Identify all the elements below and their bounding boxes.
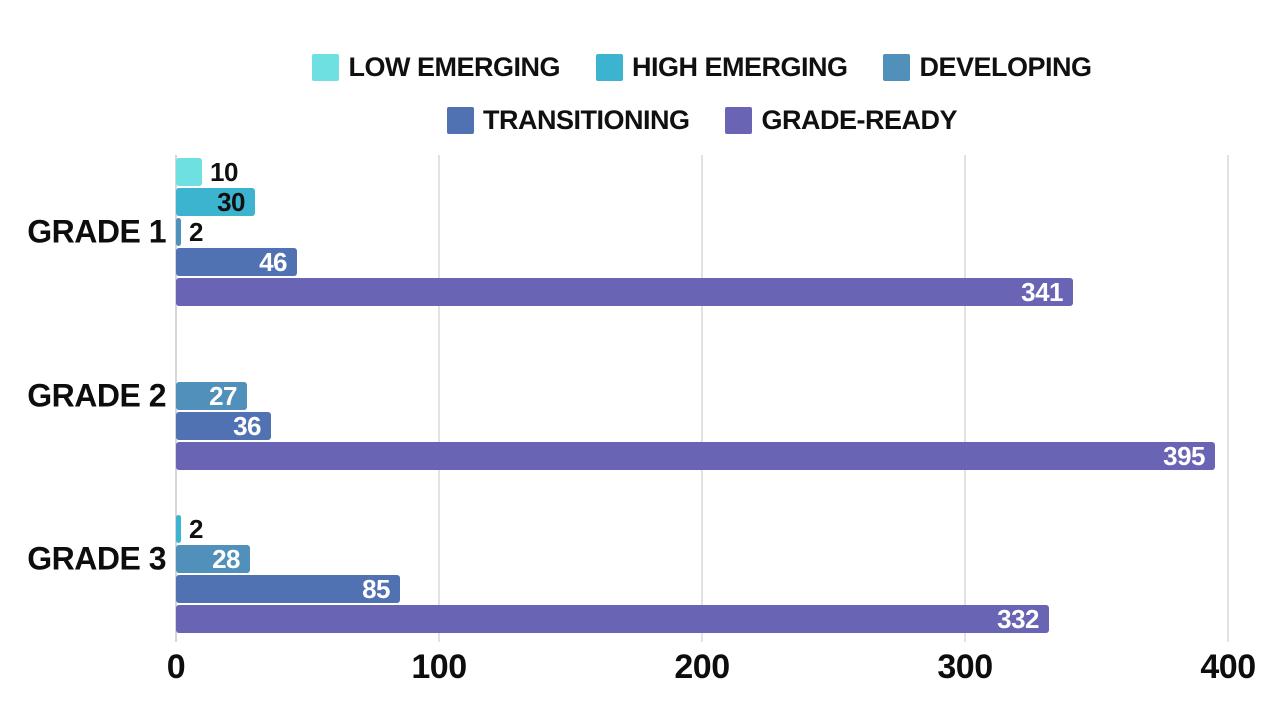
bar-grade-3-transitioning: 85 — [176, 575, 400, 603]
x-tick-label-400: 400 — [1200, 648, 1256, 686]
legend-item-low-emerging: LOW EMERGING — [312, 52, 560, 83]
category-label-grade-2: GRADE 2 — [27, 377, 166, 414]
bar-value-label: 85 — [362, 574, 390, 604]
x-tick-label-200: 200 — [674, 648, 730, 686]
bar-grade-3-high-emerging — [176, 515, 181, 543]
chart-legend: LOW EMERGING HIGH EMERGING DEVELOPING TRANS… — [176, 52, 1228, 136]
bar-value-label: 2 — [189, 217, 203, 247]
x-tick-label-100: 100 — [411, 648, 467, 686]
bar-grade-2-transitioning: 36 — [176, 412, 271, 440]
legend-swatch-transitioning — [446, 107, 474, 134]
x-tick-label-0: 0 — [166, 648, 186, 686]
bar-grade-2-grade-ready: 395 — [176, 442, 1215, 470]
legend-label: HIGH EMERGING — [631, 52, 848, 82]
gridline-100 — [438, 155, 440, 642]
bar-grade-1-grade-ready: 341 — [176, 278, 1073, 306]
bar-value-label: 10 — [210, 157, 238, 187]
category-label-grade-3: GRADE 3 — [27, 540, 166, 577]
legend-label: TRANSITIONING — [482, 105, 690, 135]
bar-grade-2-developing: 27 — [176, 382, 247, 410]
bar-grade-1-low-emerging — [176, 158, 202, 186]
legend-item-grade-ready: GRADE-READY — [725, 105, 957, 136]
bar-grade-3-grade-ready: 332 — [176, 605, 1049, 633]
legend-label: GRADE-READY — [761, 105, 957, 135]
bar-value-label: 28 — [212, 544, 240, 574]
bar-grade-3-developing: 28 — [176, 545, 250, 573]
bar-grade-1-developing — [176, 218, 181, 246]
legend-swatch-developing — [883, 54, 911, 81]
gridline-300 — [964, 155, 966, 642]
bar-value-label: 36 — [233, 411, 261, 441]
bar-value-label: 395 — [1163, 441, 1205, 471]
bar-grade-1-transitioning: 46 — [176, 248, 297, 276]
bar-value-label: 27 — [209, 381, 237, 411]
legend-swatch-grade-ready — [725, 107, 753, 134]
legend-item-high-emerging: HIGH EMERGING — [595, 52, 848, 83]
category-label-grade-1: GRADE 1 — [27, 213, 166, 250]
gridline-400 — [1227, 155, 1229, 642]
bar-grade-1-high-emerging: 30 — [176, 188, 255, 216]
plot-area: 10 30 2 46 341 27 36 395 2 28 85 332 — [175, 155, 1229, 642]
bar-value-label: 332 — [997, 604, 1039, 634]
bar-value-label: 46 — [259, 247, 287, 277]
x-tick-label-300: 300 — [937, 648, 993, 686]
legend-label: DEVELOPING — [919, 52, 1092, 82]
legend-item-developing: DEVELOPING — [883, 52, 1092, 83]
legend-label: LOW EMERGING — [348, 52, 560, 82]
bar-value-label: 341 — [1021, 277, 1063, 307]
bar-value-label: 30 — [217, 187, 245, 217]
gridline-200 — [701, 155, 703, 642]
legend-swatch-low-emerging — [312, 54, 340, 81]
legend-swatch-high-emerging — [595, 54, 623, 81]
legend-item-transitioning: TRANSITIONING — [446, 105, 690, 136]
bar-value-label: 2 — [189, 514, 203, 544]
